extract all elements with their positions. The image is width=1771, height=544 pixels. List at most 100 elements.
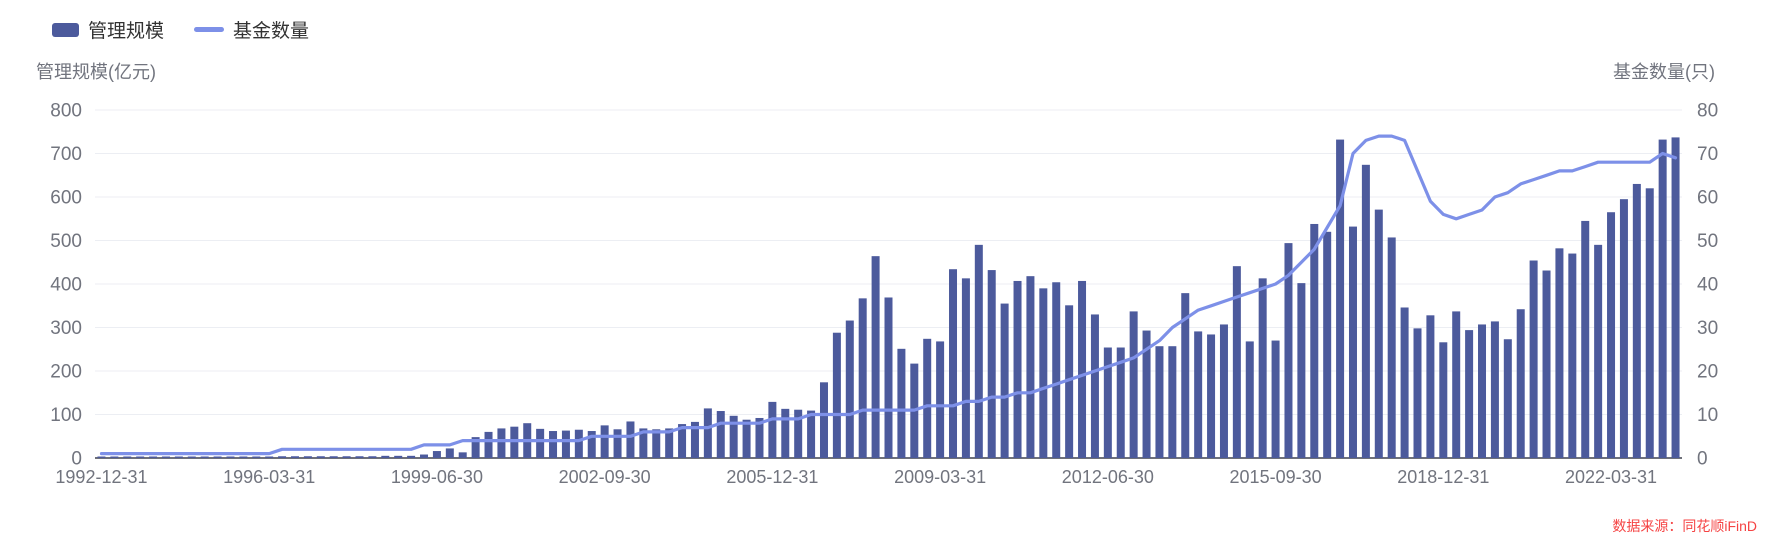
bar-管理规模: [174, 456, 183, 458]
legend-item-bar-series[interactable]: 管理规模: [52, 16, 164, 43]
bar-管理规模: [355, 456, 364, 458]
bar-管理规模: [561, 430, 570, 458]
bar-管理规模: [1542, 270, 1551, 458]
bar-管理规模: [755, 417, 764, 458]
left-axis-tick-label: 700: [50, 144, 82, 165]
bar-管理规模: [484, 431, 493, 458]
bar-管理规模: [1271, 340, 1280, 458]
bar-管理规模: [1284, 243, 1293, 458]
bar-管理规模: [1555, 248, 1564, 458]
x-axis-tick-label: 2022-03-31: [1565, 467, 1657, 487]
bar-管理规模: [1490, 321, 1499, 458]
bar-管理规模: [213, 456, 222, 458]
right-axis-tick-label: 70: [1697, 144, 1718, 165]
bar-管理规模: [1426, 315, 1435, 458]
bar-管理规模: [1478, 324, 1487, 458]
left-axis-tick-label: 800: [50, 101, 82, 122]
bar-管理规模: [329, 456, 338, 458]
bar-管理规模: [136, 456, 145, 458]
bar-管理规模: [1207, 334, 1216, 458]
bar-管理规模: [123, 456, 132, 458]
bar-管理规模: [342, 456, 351, 458]
x-axis-tick-label: 1999-06-30: [391, 467, 483, 487]
bar-管理规模: [226, 456, 235, 458]
right-axis-tick-label: 60: [1697, 188, 1718, 209]
bar-管理规模: [639, 428, 648, 458]
bar-管理规模: [1194, 331, 1203, 458]
chart-legend: 管理规模 基金数量: [52, 16, 309, 43]
bar-管理规模: [161, 456, 170, 458]
x-axis-tick-label: 2009-03-31: [894, 467, 986, 487]
legend-label-line-series: 基金数量: [233, 21, 310, 42]
bar-管理规模: [1039, 288, 1048, 458]
bar-管理规模: [1297, 283, 1306, 458]
bar-管理规模: [187, 456, 196, 458]
bar-管理规模: [110, 456, 119, 458]
bar-管理规模: [961, 278, 970, 458]
bar-管理规模: [987, 270, 996, 458]
bar-管理规模: [832, 332, 841, 458]
bar-管理规模: [1013, 280, 1022, 458]
bar-管理规模: [1258, 278, 1267, 458]
bar-管理规模: [871, 256, 880, 458]
bar-管理规模: [471, 437, 480, 458]
bar-管理规模: [1607, 212, 1616, 458]
bar-管理规模: [742, 419, 751, 458]
bar-管理规模: [716, 411, 725, 458]
bar-管理规模: [1155, 346, 1164, 458]
bar-管理规模: [252, 456, 261, 458]
bar-管理规模: [1645, 188, 1654, 459]
bar-series-swatch-icon: [52, 22, 79, 37]
bar-管理规模: [239, 456, 248, 458]
bar-管理规模: [600, 425, 609, 458]
bar-管理规模: [278, 456, 287, 458]
bar-管理规模: [923, 338, 932, 458]
x-axis-tick-label: 2012-06-30: [1062, 467, 1154, 487]
bar-管理规模: [807, 410, 816, 458]
line-series-swatch-icon: [194, 27, 225, 32]
bar-管理规模: [626, 421, 635, 458]
bar-管理规模: [1516, 309, 1525, 458]
bar-管理规模: [1323, 231, 1332, 458]
bar-管理规模: [845, 320, 854, 458]
x-axis-tick-label: 1996-03-31: [223, 467, 315, 487]
bar-管理规模: [819, 382, 828, 458]
bar-管理规模: [1078, 280, 1087, 458]
legend-label-bar-series: 管理规模: [88, 21, 165, 42]
bar-管理规模: [407, 455, 416, 458]
bar-管理规模: [587, 431, 596, 458]
bar-管理规模: [1245, 341, 1254, 458]
bar-管理规模: [536, 428, 545, 458]
bar-管理规模: [432, 451, 441, 458]
bar-管理规模: [1400, 307, 1409, 458]
bar-管理规模: [1619, 199, 1628, 459]
right-axis-tick-label: 0: [1697, 449, 1708, 470]
bar-管理规模: [794, 409, 803, 458]
bar-管理规模: [897, 348, 906, 458]
left-axis-tick-label: 400: [50, 275, 82, 296]
bar-管理规模: [1503, 339, 1512, 458]
bar-管理规模: [574, 429, 583, 458]
bar-管理规模: [1413, 328, 1422, 458]
bar-管理规模: [549, 431, 558, 458]
right-axis-tick-label: 10: [1697, 405, 1718, 426]
left-axis-tick-label: 300: [50, 318, 82, 339]
bar-管理规模: [316, 456, 325, 458]
bar-管理规模: [1181, 293, 1190, 458]
bar-管理规模: [974, 244, 983, 458]
bar-管理规模: [936, 341, 945, 458]
data-source-note: 数据来源：同花顺iFinD: [1612, 518, 1757, 534]
bar-管理规模: [1671, 137, 1680, 458]
bar-管理规模: [1129, 311, 1138, 458]
bar-管理规模: [368, 456, 377, 458]
bar-管理规模: [445, 448, 454, 458]
bar-管理规模: [1465, 330, 1474, 458]
bar-管理规模: [497, 428, 506, 458]
legend-item-line-series[interactable]: 基金数量: [194, 16, 309, 43]
bar-管理规模: [1387, 237, 1396, 458]
bar-管理规模: [149, 456, 158, 458]
bar-管理规模: [1348, 226, 1357, 458]
bar-管理规模: [510, 426, 519, 458]
bar-管理规模: [690, 421, 699, 458]
bar-管理规模: [949, 269, 958, 458]
